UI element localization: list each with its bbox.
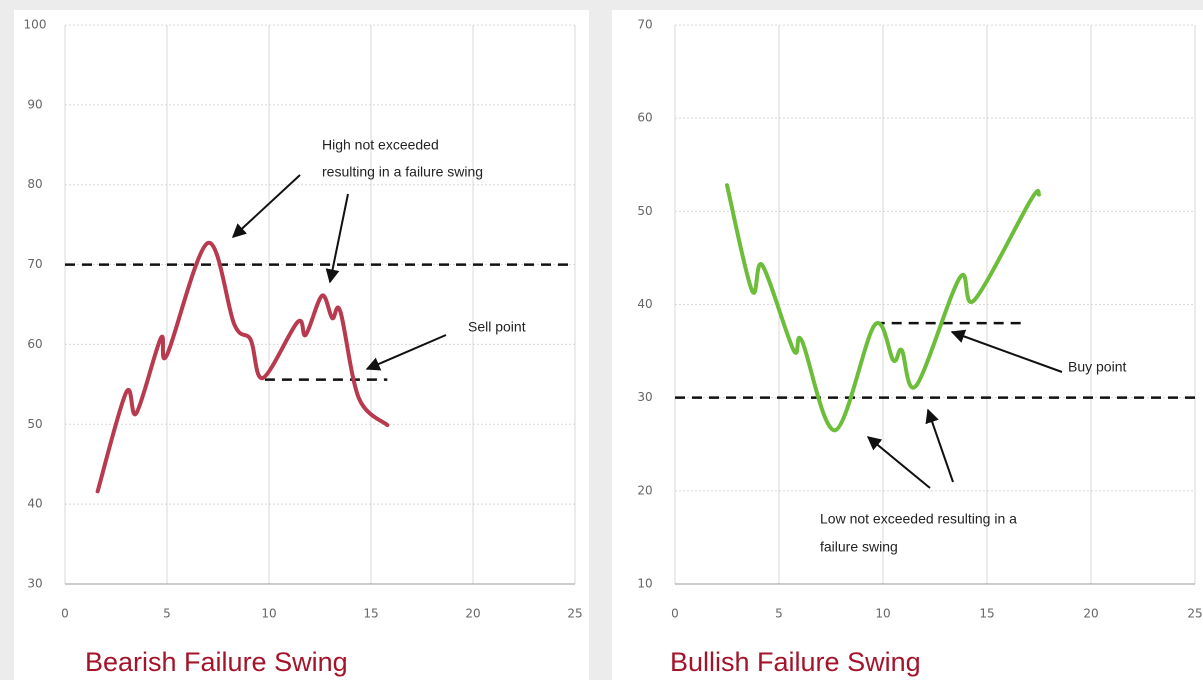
- annotation: Sell point: [468, 319, 526, 335]
- y-tick-label: 50: [637, 204, 652, 218]
- x-tick-label: 5: [163, 607, 171, 621]
- y-tick-label: 80: [27, 177, 42, 191]
- annotation: High not exceeded: [322, 137, 439, 153]
- y-tick-label: 40: [637, 297, 652, 311]
- x-tick-label: 20: [1083, 607, 1098, 621]
- y-tick-label: 60: [637, 111, 652, 125]
- y-tick-label: 40: [27, 497, 42, 511]
- chart-title: Bullish Failure Swing: [670, 647, 921, 677]
- annotation: resulting in a failure swing: [322, 164, 483, 180]
- line: [725, 183, 1041, 433]
- x-tick-label: 20: [465, 607, 480, 621]
- arrow: [325, 193, 349, 284]
- y-tick-label: 60: [27, 337, 42, 351]
- y-tick-label: 30: [27, 577, 42, 591]
- annotation: Buy point: [1068, 359, 1126, 375]
- annotation: Low not exceeded resulting in a: [820, 511, 1017, 527]
- x-tick-label: 10: [875, 607, 890, 621]
- y-tick-label: 90: [27, 97, 42, 111]
- panel: [612, 10, 1203, 680]
- y-tick-label: 30: [637, 390, 652, 404]
- arrow: [231, 174, 301, 238]
- x-tick-label: 5: [775, 607, 783, 621]
- y-tick-label: 70: [637, 18, 652, 32]
- chart-title: Bearish Failure Swing: [85, 647, 348, 677]
- panel: [14, 10, 589, 680]
- x-tick-label: 15: [363, 607, 378, 621]
- y-tick-label: 50: [27, 417, 42, 431]
- y-tick-label: 20: [637, 483, 652, 497]
- annotations: High not exceeded resulting in a failure…: [231, 137, 1126, 555]
- y-tick-label: 10: [637, 577, 652, 591]
- line: [95, 241, 390, 494]
- x-tick-label: 25: [1187, 607, 1202, 621]
- x-tick-label: 10: [261, 607, 276, 621]
- y-tick-label: 100: [24, 18, 47, 32]
- arrow: [950, 329, 1063, 373]
- arrow: [866, 436, 931, 489]
- x-tick-label: 15: [979, 607, 994, 621]
- x-tick-label: 25: [567, 607, 582, 621]
- arrow: [925, 408, 954, 483]
- x-tick-label: 0: [671, 607, 679, 621]
- x-tick-label: 0: [61, 607, 69, 621]
- arrow: [365, 334, 447, 371]
- y-tick-label: 70: [27, 257, 42, 271]
- annotation: failure swing: [820, 539, 898, 555]
